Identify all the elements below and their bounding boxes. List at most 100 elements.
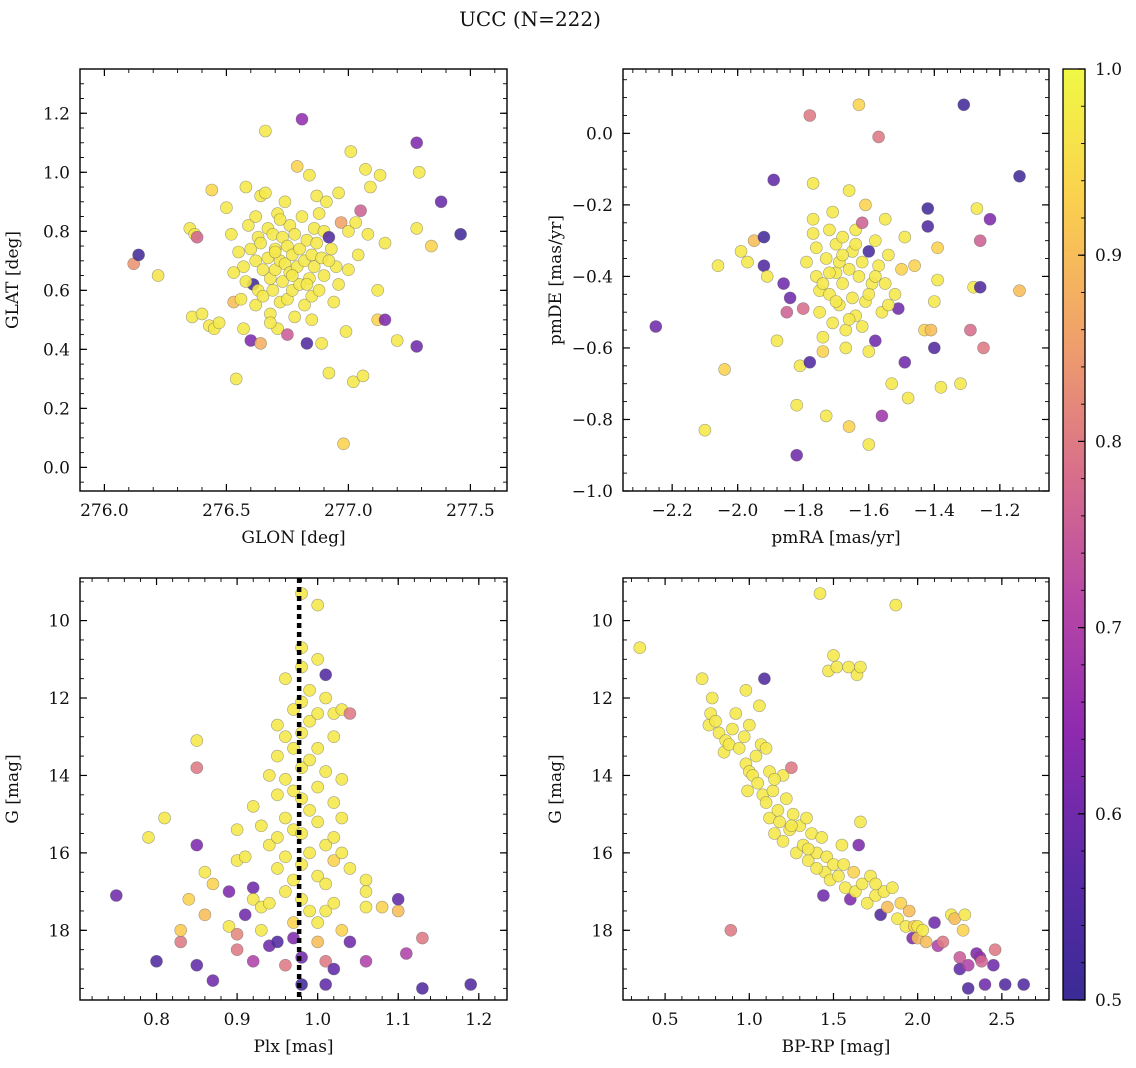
scatter-point [319, 668, 333, 682]
scatter-point [886, 881, 899, 895]
scatter-point [1013, 170, 1026, 183]
scatter-point [718, 363, 731, 376]
scatter-point [271, 749, 284, 763]
scatter-point [399, 947, 413, 960]
scatter-point [239, 275, 253, 288]
scatter-point [741, 784, 754, 798]
scatter-point [206, 974, 220, 987]
scatter-point [771, 803, 785, 817]
scatter-point [361, 228, 375, 241]
scatter-point [961, 958, 975, 972]
scatter-point [823, 223, 836, 237]
scatter-point [760, 270, 774, 283]
scatter-point [956, 923, 970, 937]
x-axis-label: GLON [deg] [241, 528, 345, 548]
x-tick-label: −2.2 [652, 501, 693, 521]
scatter-point [803, 109, 817, 122]
scatter-point [288, 228, 302, 241]
scatter-point [254, 236, 267, 250]
scatter-point [317, 269, 331, 282]
y-tick-label: −1.0 [572, 482, 613, 502]
y-axis-label: G [mag] [546, 754, 566, 823]
scatter-point [142, 831, 155, 844]
scatter-point [776, 834, 790, 848]
scatter-point [279, 850, 292, 864]
scatter-point [958, 908, 972, 922]
scatter-point [852, 838, 866, 852]
x-tick-label: 2.5 [988, 1010, 1015, 1030]
scatter-point [303, 803, 316, 817]
scatter-point [921, 202, 935, 215]
scatter-point [742, 718, 756, 732]
scatter-point [222, 885, 236, 898]
scatter-point [852, 98, 866, 112]
scatter-point [816, 330, 830, 344]
scatter-point [928, 916, 941, 929]
scatter-point [271, 862, 284, 875]
scatter-point [817, 889, 830, 902]
y-tick-label: −0.4 [572, 267, 613, 287]
scatter-point [375, 900, 389, 914]
panels: 276.0 276.5 277.0 277.5 0.0 0.2 0.4 0.6 0.8 1.0 1.… [3, 68, 1050, 1057]
scatter-point [878, 277, 892, 290]
scatter-point [801, 842, 815, 856]
scatter-point [319, 765, 333, 778]
scatter-point [978, 978, 992, 991]
scatter-point [872, 259, 885, 273]
scatter-point [734, 245, 748, 258]
colorbar-tick-label: 0.5 [1095, 991, 1122, 1011]
panel-bottom-left: 0.8 0.9 1.0 1.1 1.2 10 12 14 16 18 Plx [mas] G [mag… [3, 577, 508, 1057]
scatter-point [800, 255, 813, 269]
scatter-point [319, 877, 333, 891]
panel-top-left: 276.0 276.5 277.0 277.5 0.0 0.2 0.4 0.6 0.8 1.0 1.… [3, 68, 508, 548]
scatter-point [151, 269, 165, 282]
scatter-point [232, 245, 245, 259]
scatter-point [335, 772, 349, 786]
scatter-point [246, 881, 260, 895]
scatter-point [975, 954, 988, 968]
scatter-point [931, 241, 944, 255]
scatter-point [220, 201, 233, 214]
scatter-point [295, 112, 309, 126]
scatter-point [806, 177, 820, 190]
y-tick-label: 10 [48, 612, 70, 632]
scatter-point [964, 323, 977, 337]
scatter-point [908, 259, 921, 273]
scatter-point [212, 316, 226, 330]
scatter-point [973, 280, 987, 294]
scatter-point [364, 180, 377, 194]
panel-top-right: −2.2 −2.0 −1.8 −1.6 −1.4 −1.2 −1.0 −0.8 −0.6 −0.4… [546, 68, 1050, 548]
x-tick-label: 0.9 [224, 1010, 251, 1030]
scatter-point [698, 423, 712, 437]
scatter-point [319, 978, 333, 991]
scatter-point [759, 741, 773, 755]
scatter-point [819, 252, 833, 265]
scatter-point [759, 796, 773, 809]
scatter-point [803, 355, 817, 369]
scatter-point [266, 283, 280, 297]
y-tick-label: 10 [591, 612, 613, 632]
scatter-point [889, 598, 903, 612]
scatter-point [410, 340, 424, 353]
scatter-point [271, 935, 284, 949]
scatter-point [410, 136, 424, 150]
scatter-point [254, 337, 267, 350]
scatter-point [855, 216, 869, 230]
scatter-point [311, 916, 325, 929]
scatter-point [390, 334, 404, 347]
scatter-point [410, 222, 424, 235]
scatter-point [849, 237, 863, 251]
scatter-point [378, 313, 392, 327]
x-tick-label: −2.0 [717, 501, 758, 521]
scatter-point [334, 216, 348, 229]
y-tick-label: 1.0 [43, 163, 70, 183]
scatter-point [271, 718, 284, 732]
scatter-point [998, 978, 1012, 991]
scatter-point [862, 345, 876, 358]
scatter-point [259, 186, 272, 200]
scatter-point [931, 273, 944, 287]
scatter-point [891, 912, 904, 926]
scatter-point [391, 892, 405, 906]
colorbar-tick-label: 0.8 [1095, 432, 1122, 452]
scatter-point [327, 295, 341, 309]
